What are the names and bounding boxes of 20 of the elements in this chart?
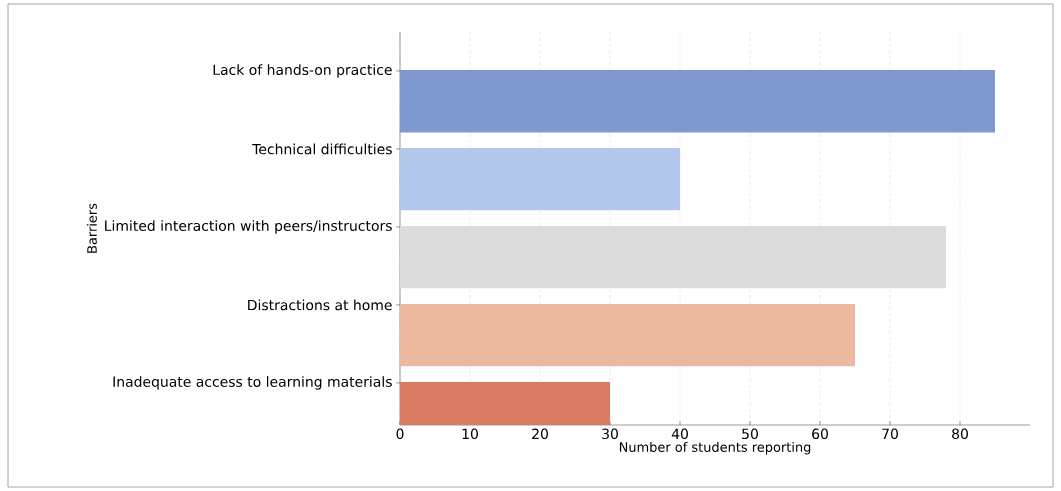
bar <box>400 147 680 211</box>
x-tick-label: 30 <box>602 428 618 440</box>
y-tick-label: Inadequate access to learning materials <box>113 376 392 390</box>
bar <box>400 69 995 133</box>
x-tick-label: 60 <box>812 428 828 440</box>
bar <box>400 303 855 367</box>
bar <box>400 225 946 289</box>
x-tick-label: 40 <box>671 428 688 440</box>
y-tick-label: Distractions at home <box>248 299 392 311</box>
y-tick-label: Technical difficulties <box>252 143 392 155</box>
x-axis-title: Number of students reporting <box>619 441 811 455</box>
y-tick-label: Limited interaction with peers/instructors <box>105 220 392 234</box>
x-tick-label: 20 <box>532 428 548 440</box>
x-tick-label: 70 <box>882 428 898 440</box>
y-tick-label: Lack of hands-on practice <box>213 64 392 78</box>
x-tick-label: 10 <box>462 428 478 440</box>
x-tick-label: 50 <box>742 428 758 440</box>
x-tick-label: 0 <box>396 428 404 440</box>
x-tick-label: 80 <box>952 428 968 440</box>
y-axis-title: Barriers <box>86 203 97 253</box>
